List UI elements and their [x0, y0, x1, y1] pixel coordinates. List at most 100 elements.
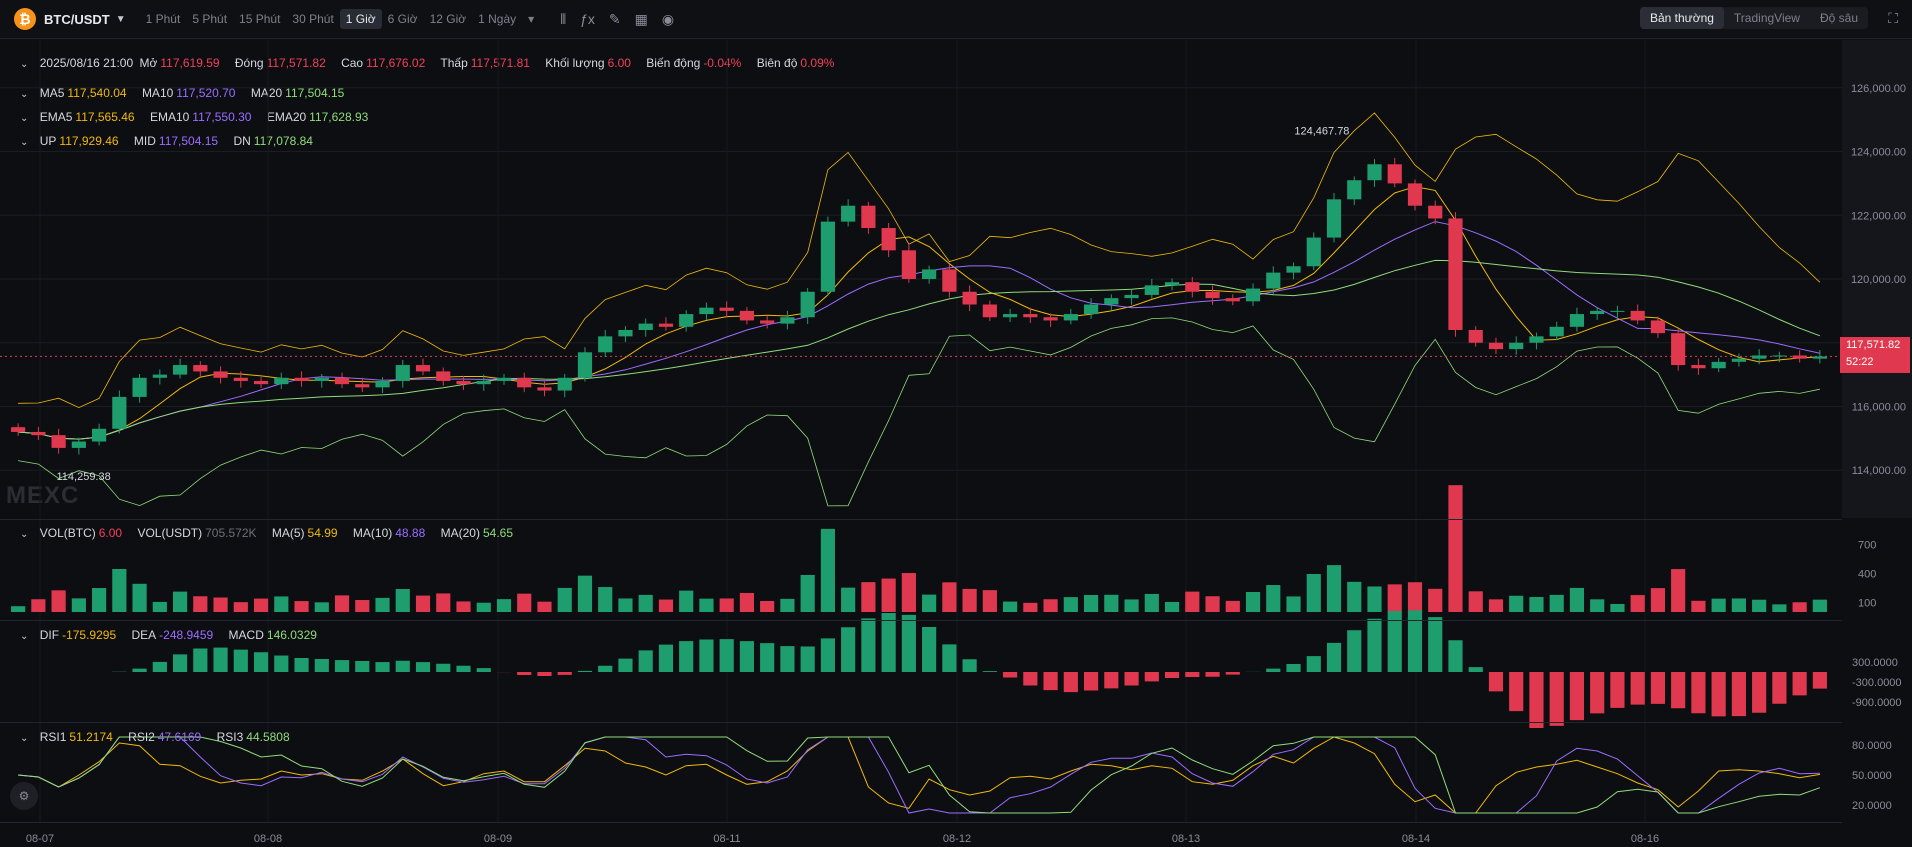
date-tick-label: 08-09 [484, 833, 512, 845]
volume-bar [71, 598, 86, 612]
candle-body [1164, 282, 1180, 286]
settings-icon[interactable]: ⚙ [10, 782, 38, 810]
macd-bar [1367, 618, 1382, 672]
volume-bar [1083, 594, 1099, 612]
tab-1m[interactable]: 1 Phút [145, 12, 181, 26]
macd-bar [1306, 656, 1321, 672]
collapse-icon[interactable]: ⌄ [20, 529, 29, 540]
macd-bar [1468, 667, 1483, 672]
volume-bar [294, 601, 309, 612]
tab-1h[interactable]: 1 Giờ [339, 9, 382, 29]
candle-body [537, 387, 552, 391]
candle-body [800, 291, 815, 318]
macd-bar [1225, 672, 1240, 675]
volume-bar [1468, 591, 1483, 612]
candle-body [1448, 218, 1463, 330]
timeframe-tabs: 1 Phút 5 Phút 15 Phút 30 Phút 1 Giờ 6 Gi… [140, 9, 541, 29]
macd-bar [1529, 672, 1544, 728]
candle-body [355, 384, 370, 388]
collapse-icon[interactable]: ⌄ [20, 113, 29, 124]
layout-grid-icon[interactable]: ▦ [634, 10, 648, 27]
macd-bar [1549, 672, 1564, 726]
price-axis-bg [1842, 40, 1912, 518]
macd-bar [233, 649, 248, 672]
volume-bar [1569, 587, 1585, 612]
vol-tick-label: 700 [1858, 539, 1876, 551]
tab-6h[interactable]: 6 Giờ [387, 12, 418, 26]
candle-body [253, 380, 269, 385]
volume-bar [881, 578, 896, 612]
date-tick-label: 08-12 [943, 833, 971, 845]
tab-15m[interactable]: 15 Phút [239, 12, 281, 26]
collapse-icon[interactable]: ⌄ [20, 89, 29, 100]
candle-body [1225, 298, 1240, 302]
tab-1d[interactable]: 1 Ngày [478, 12, 517, 26]
macd-bar [1671, 672, 1686, 709]
candle-body [1671, 333, 1686, 366]
candle-body [1488, 342, 1504, 350]
candle-body [1731, 358, 1746, 362]
candle-body [1772, 355, 1787, 357]
macd-tick-label: -900.0000 [1852, 697, 1902, 709]
macd-bar [618, 658, 633, 672]
collapse-icon[interactable]: ⌄ [20, 631, 29, 642]
draw-icon[interactable]: ✎ [608, 10, 621, 27]
view-tradingview[interactable]: TradingView [1733, 11, 1800, 25]
macd-bar [1509, 672, 1524, 712]
tab-12h[interactable]: 12 Giờ [429, 12, 467, 26]
candle-body [1124, 294, 1139, 299]
volume-bar [760, 600, 775, 612]
volume-bar [1367, 586, 1382, 612]
volume-bar [577, 575, 593, 612]
candle-body [1549, 326, 1564, 337]
candle-body [739, 310, 755, 321]
macd-bar [415, 662, 431, 672]
timeframe-more-icon[interactable]: ▾ [528, 12, 535, 26]
volume-bar [1286, 596, 1301, 612]
macd-bar [274, 655, 289, 672]
candle-body [861, 205, 876, 229]
volume-bar [719, 598, 734, 612]
collapse-icon[interactable]: ⌄ [20, 733, 29, 744]
candle-type-icon[interactable]: ⫴ [560, 10, 567, 27]
camera-icon[interactable]: ◉ [661, 10, 675, 27]
candle-body [1509, 342, 1524, 350]
candle-body [1144, 285, 1159, 295]
volume-bar [1205, 596, 1220, 612]
macd-bar [1630, 672, 1645, 705]
symbol-selector[interactable]: BTC/USDT [44, 11, 110, 27]
candle-body [233, 377, 248, 381]
macd-bar [901, 614, 916, 672]
macd-bar [1185, 672, 1200, 677]
fullscreen-icon[interactable]: ⛶ [1888, 10, 1898, 26]
macd-bar [1205, 672, 1220, 677]
candle-body [496, 377, 512, 381]
candle-body [922, 269, 937, 279]
macd-bar [1286, 664, 1301, 672]
volume-bar [193, 596, 208, 612]
tab-30m[interactable]: 30 Phút [292, 12, 334, 26]
candle-body [294, 377, 309, 381]
rsi-tick-label: 80.0000 [1852, 740, 1892, 752]
macd-bar [1731, 672, 1746, 717]
collapse-icon[interactable]: ⌄ [20, 59, 29, 70]
volume-bar [901, 573, 916, 612]
volume-bar [233, 602, 248, 612]
collapse-icon[interactable]: ⌄ [20, 137, 29, 148]
macd-bar [962, 659, 977, 672]
tab-5m[interactable]: 5 Phút [192, 12, 228, 26]
macd-bar [577, 670, 593, 672]
candle-body [1023, 314, 1038, 318]
price-tick-label: 124,000.00 [1851, 147, 1906, 159]
volume-bar [1104, 594, 1119, 612]
candle-body [132, 377, 147, 397]
view-depth[interactable]: Độ sâu [1819, 11, 1858, 25]
view-standard[interactable]: Bản thường [1639, 7, 1724, 29]
candle-body [557, 377, 572, 391]
chevron-down-icon[interactable]: ▼ [115, 13, 126, 25]
volume-bar [92, 588, 107, 612]
indicator-icon[interactable]: ƒx [580, 10, 595, 27]
macd-bar [1590, 672, 1605, 714]
candle-body [1428, 205, 1443, 219]
